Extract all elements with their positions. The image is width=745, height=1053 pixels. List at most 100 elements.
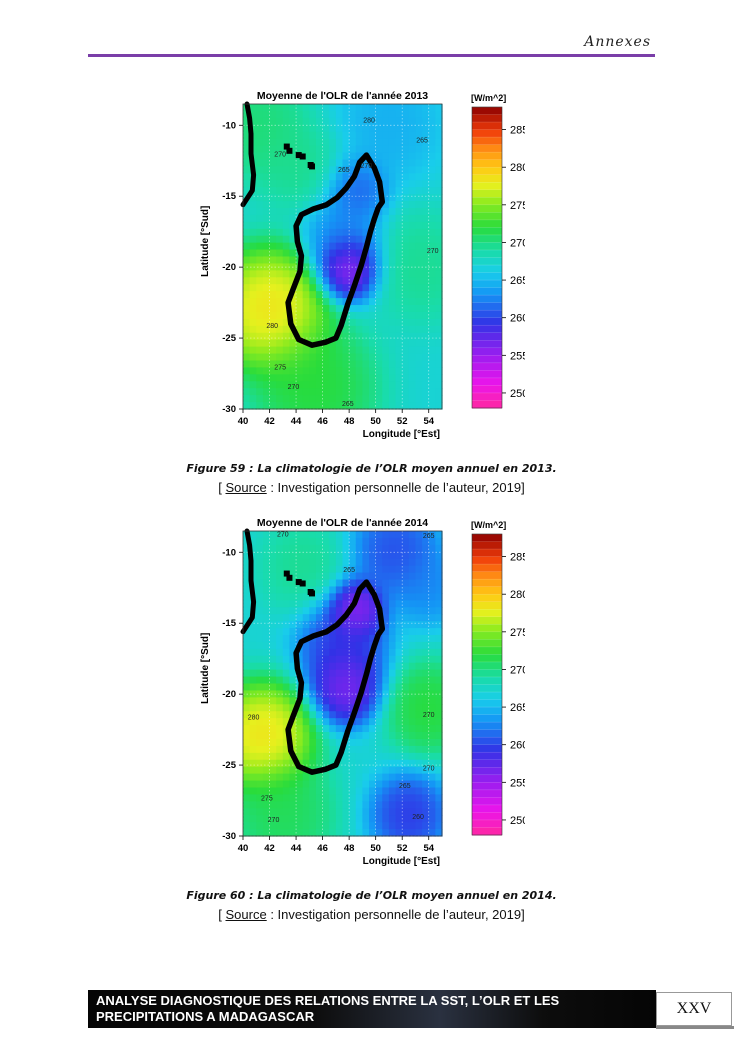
olr-cell (315, 551, 324, 560)
olr-cell (435, 808, 443, 816)
olr-cell (395, 822, 403, 830)
olr-cell (342, 207, 350, 216)
olr-cell (362, 621, 370, 629)
olr-cell (435, 187, 443, 195)
olr-cell (415, 298, 423, 306)
olr-cell (315, 537, 324, 546)
olr-cell (282, 395, 291, 403)
olr-cell (262, 346, 271, 355)
olr-cell (402, 124, 410, 133)
olr-cell (369, 138, 377, 147)
olr-cell (388, 586, 397, 594)
olr-cell (362, 194, 370, 202)
olr-cell (408, 166, 417, 174)
olr-cell (382, 173, 390, 181)
y-tick-label: -15 (222, 618, 236, 629)
olr-cell (422, 787, 430, 796)
olr-cell (322, 138, 330, 147)
olr-cell (349, 544, 357, 553)
olr-cell (422, 641, 430, 650)
olr-cell (428, 655, 436, 664)
olr-cell (329, 738, 337, 747)
olr-cell (435, 621, 443, 629)
olr-cell (349, 551, 357, 560)
olr-cell (302, 159, 310, 167)
chart-title: Moyenne de l'OLR de l'année 2014 (257, 517, 428, 529)
olr-cell (269, 773, 277, 782)
chart-title: Moyenne de l'OLR de l'année 2013 (257, 90, 428, 102)
olr-cell (422, 402, 430, 410)
olr-cell (309, 360, 317, 369)
olr-cell (395, 572, 403, 581)
olr-cell (276, 752, 284, 761)
olr-cell (408, 242, 417, 251)
olr-cell (256, 537, 264, 546)
olr-cell (289, 180, 297, 188)
olr-cell (349, 367, 357, 375)
olr-cell (375, 235, 383, 244)
olr-cell (335, 235, 344, 244)
olr-cell (355, 648, 363, 657)
olr-cell (362, 166, 370, 174)
olr-cell (309, 621, 317, 629)
olr-cell (355, 235, 363, 244)
olr-cell (269, 711, 277, 719)
olr-cell (302, 815, 310, 823)
olr-cell (296, 187, 304, 195)
olr-cell (355, 829, 363, 837)
olr-cell (262, 787, 271, 796)
olr-cell (375, 284, 383, 292)
olr-cell (362, 558, 370, 567)
olr-cell (408, 815, 417, 823)
olr-cell (395, 697, 403, 705)
contour-label: 265 (343, 567, 355, 574)
olr-cell (262, 752, 271, 761)
olr-cell (269, 669, 277, 678)
olr-cell (243, 655, 251, 664)
olr-cell (388, 704, 397, 712)
olr-cell (415, 235, 423, 244)
olr-cell (296, 773, 304, 782)
olr-cell (342, 173, 350, 181)
olr-cell (375, 159, 383, 167)
olr-cell (388, 124, 397, 133)
olr-cell (276, 346, 284, 355)
olr-cell (388, 766, 397, 775)
olr-cell (435, 339, 443, 348)
olr-cell (269, 544, 277, 553)
contour-label: 265 (416, 137, 428, 144)
olr-cell (296, 634, 304, 643)
olr-cell (282, 110, 291, 119)
olr-cell (415, 395, 423, 403)
olr-cell (382, 655, 390, 664)
olr-cell (355, 634, 363, 643)
olr-cell (322, 607, 330, 615)
olr-cell (276, 655, 284, 664)
olr-cell (329, 291, 337, 299)
olr-cell (302, 780, 310, 789)
olr-cell (302, 676, 310, 685)
olr-cell (243, 291, 251, 299)
olr-cell (276, 551, 284, 560)
olr-cell (243, 214, 251, 223)
colorbar-band (472, 699, 502, 708)
olr-cell (309, 537, 317, 546)
olr-cell (408, 152, 417, 161)
olr-cell (349, 621, 357, 629)
olr-cell (269, 725, 277, 733)
colorbar-band (472, 340, 502, 349)
olr-cell (282, 531, 291, 539)
olr-cell (309, 305, 317, 313)
olr-cell (315, 145, 324, 154)
colorbar-band (472, 272, 502, 281)
olr-cell (315, 318, 324, 327)
olr-cell (342, 381, 350, 389)
olr-cell (428, 395, 436, 403)
olr-cell (388, 173, 397, 181)
olr-cell (282, 104, 291, 112)
olr-cell (408, 346, 417, 355)
olr-cell (289, 655, 297, 664)
olr-cell (422, 242, 430, 251)
olr-cell (329, 718, 337, 726)
olr-cell (415, 242, 423, 251)
